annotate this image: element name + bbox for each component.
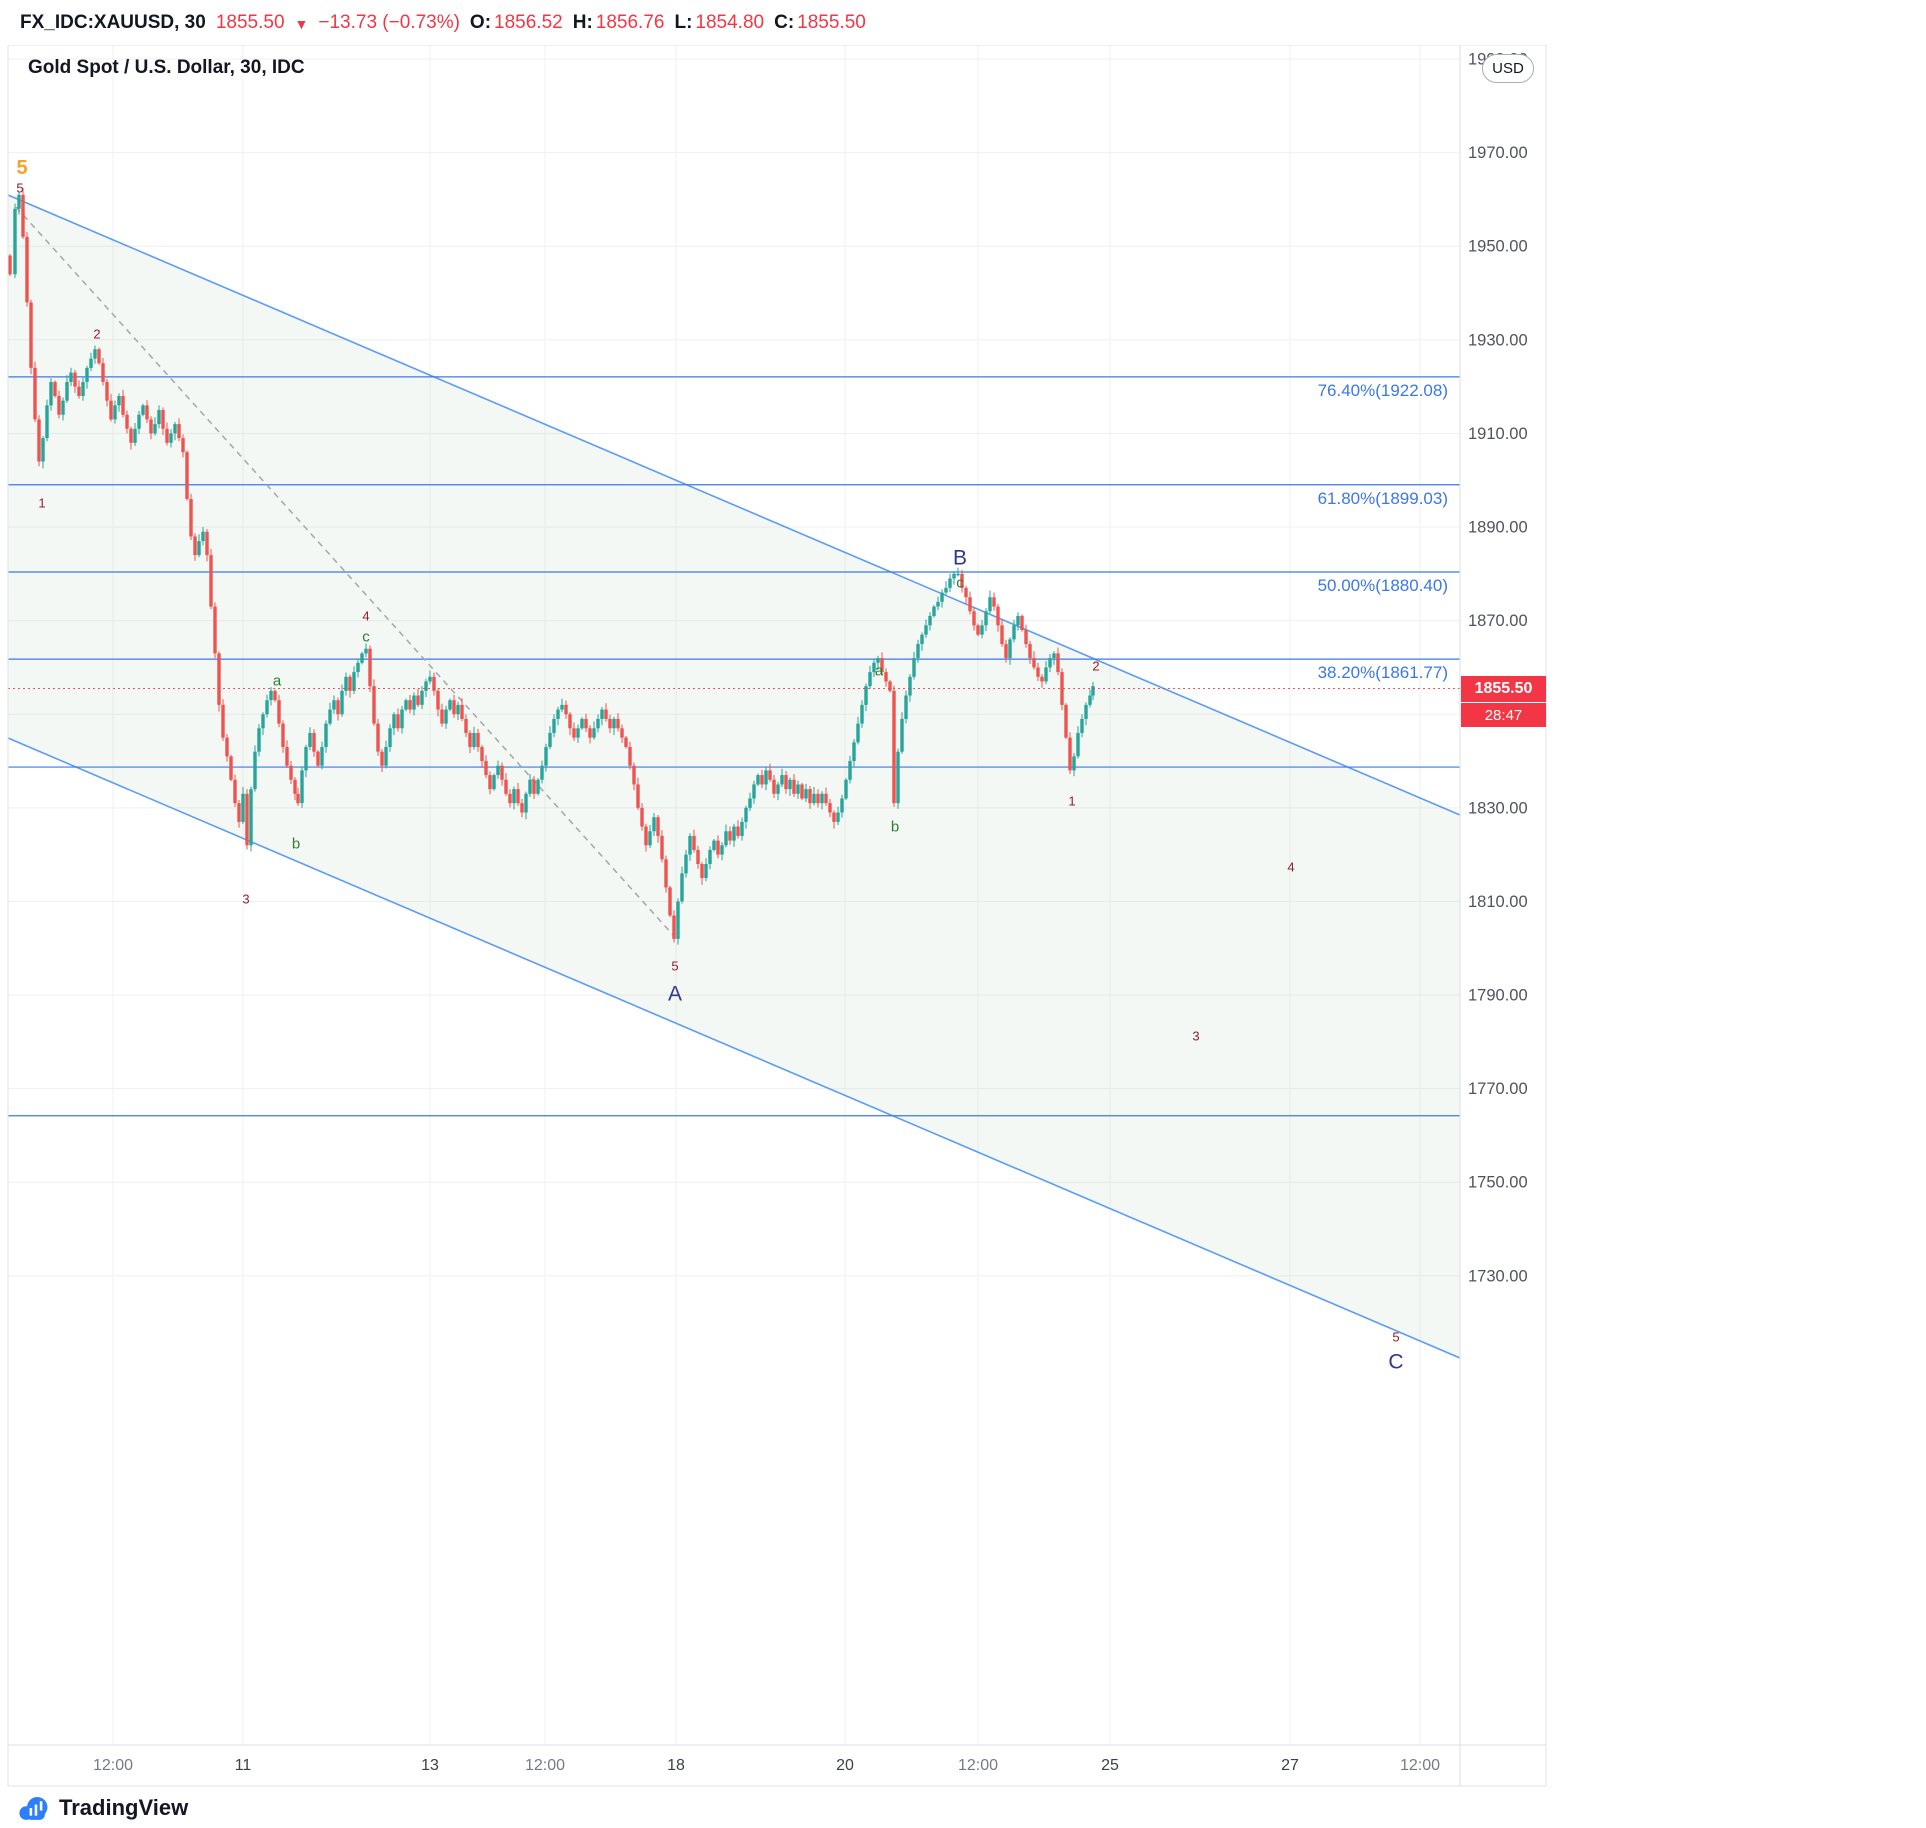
currency-toggle-button[interactable]: USD bbox=[1482, 54, 1534, 83]
close-value-pair: C: 1855.50 bbox=[774, 12, 866, 34]
fib-retracement: 76.40%(1922.08) 61.80%(1899.03) 50.00%(188… bbox=[8, 376, 1460, 1117]
wave-label-4: 4 bbox=[362, 609, 369, 624]
open-value: 1856.52 bbox=[494, 11, 563, 33]
chart-legend-title: Gold Spot / U.S. Dollar, 30, IDC bbox=[28, 57, 305, 78]
wave-label-5: 5 bbox=[671, 959, 678, 974]
attribution-bar: TradingView bbox=[0, 1787, 1546, 1828]
open-value-pair: O: 1856.52 bbox=[470, 12, 563, 34]
symbol-info-bar: FX_IDC:XAUUSD, 30 1855.50 ▼ −13.73 (−0.7… bbox=[0, 0, 1546, 45]
wave-label-a: a bbox=[273, 673, 282, 690]
wave-label-4: 4 bbox=[1287, 860, 1294, 875]
wave-label-2: 2 bbox=[93, 327, 100, 342]
panel-borders bbox=[7, 44, 1547, 1787]
time-axis-label: 12:00 bbox=[525, 1757, 565, 1774]
close-label: C: bbox=[774, 11, 795, 33]
price-axis-label: 1730.00 bbox=[1468, 1267, 1528, 1285]
bar-close-countdown: 28:47 bbox=[1461, 703, 1546, 727]
time-axis-label: 11 bbox=[235, 1757, 252, 1774]
fib-level-label: 50.00%(1880.40) bbox=[1318, 576, 1448, 595]
time-axis-label: 12:00 bbox=[958, 1757, 998, 1774]
last-price: 1855.50 bbox=[215, 11, 285, 33]
time-axis-label: 18 bbox=[667, 1757, 685, 1774]
price-axis-label: 1770.00 bbox=[1468, 1080, 1528, 1098]
time-axis-label: 27 bbox=[1281, 1757, 1299, 1774]
fib-level-label: 61.80%(1899.03) bbox=[1318, 489, 1448, 508]
wave-label-B: B bbox=[953, 547, 967, 570]
time-axis-labels: 12:00 11 13 12:00 18 20 12:00 25 27 12:00 bbox=[93, 1757, 1440, 1774]
price-axis-label: 1830.00 bbox=[1468, 799, 1528, 817]
price-axis-label: 1790.00 bbox=[1468, 987, 1528, 1005]
wave-label-c: c bbox=[956, 575, 964, 592]
tradingview-logo-icon[interactable] bbox=[16, 1791, 50, 1825]
wave-label-b: b bbox=[292, 836, 300, 853]
price-axis-label: 1970.00 bbox=[1468, 144, 1528, 162]
high-label: H: bbox=[572, 11, 593, 33]
high-value-pair: H: 1856.76 bbox=[573, 12, 665, 34]
wave-label-1: 1 bbox=[38, 496, 45, 511]
low-value-pair: L: 1854.80 bbox=[674, 12, 764, 34]
price-axis-label: 1950.00 bbox=[1468, 238, 1528, 256]
price-change: −13.73 (−0.73%) bbox=[318, 11, 460, 33]
wave-label-5: 5 bbox=[1392, 1330, 1399, 1345]
price-axis-label: 1810.00 bbox=[1468, 893, 1528, 911]
price-axis-label: 1930.00 bbox=[1468, 331, 1528, 349]
wave-label-3: 3 bbox=[1192, 1029, 1199, 1044]
down-arrow-icon: ▼ bbox=[294, 15, 309, 32]
time-axis-label: 25 bbox=[1101, 1757, 1119, 1774]
wave-label-C: C bbox=[1388, 1351, 1403, 1374]
time-axis-label: 12:00 bbox=[93, 1757, 133, 1774]
wave-label-2: 2 bbox=[1092, 659, 1099, 674]
grid-lines bbox=[8, 45, 1460, 1745]
price-axis-label: 1870.00 bbox=[1468, 612, 1528, 630]
close-value: 1855.50 bbox=[797, 11, 866, 33]
last-price-tag: 1855.50 bbox=[1461, 676, 1546, 702]
candlestick-series bbox=[8, 187, 1095, 945]
price-axis-label: 1890.00 bbox=[1468, 519, 1528, 537]
tradingview-wordmark[interactable]: TradingView bbox=[59, 1794, 189, 1820]
price-axis-label: 1750.00 bbox=[1468, 1174, 1528, 1192]
wave-label-b: b bbox=[891, 819, 899, 836]
symbol-interval: FX_IDC:XAUUSD, 30 bbox=[20, 11, 206, 33]
price-axis-labels: 1990.001970.001950.001930.001910.001890.… bbox=[1468, 51, 1528, 1286]
wave-label-c: c bbox=[362, 629, 370, 646]
time-axis-label: 12:00 bbox=[1400, 1757, 1440, 1774]
wave-label-1: 1 bbox=[1068, 794, 1075, 809]
price-axis-label: 1910.00 bbox=[1468, 425, 1528, 443]
high-value: 1856.76 bbox=[595, 11, 665, 33]
open-label: O: bbox=[469, 11, 492, 33]
time-axis-label: 13 bbox=[421, 1757, 439, 1774]
dashed-trendline bbox=[15, 206, 675, 937]
wave-label-3: 3 bbox=[242, 892, 249, 907]
fib-level-label: 76.40%(1922.08) bbox=[1318, 381, 1448, 400]
time-axis-label: 20 bbox=[836, 1757, 854, 1774]
parallel-channel bbox=[7, 194, 1461, 1359]
wave-label-5: 5 bbox=[16, 181, 23, 196]
low-value: 1854.80 bbox=[695, 11, 765, 33]
wave-label-5: 5 bbox=[16, 157, 27, 179]
fib-level-label: 38.20%(1861.77) bbox=[1318, 663, 1448, 682]
wave-label-A: A bbox=[668, 983, 682, 1006]
wave-label-a: a bbox=[875, 663, 884, 680]
low-label: L: bbox=[674, 11, 693, 33]
